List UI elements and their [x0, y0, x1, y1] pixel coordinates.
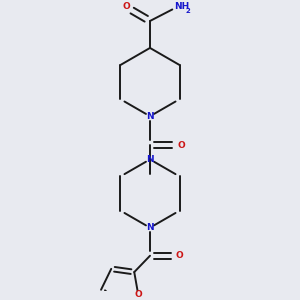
Text: O: O: [176, 251, 184, 260]
Text: N: N: [146, 155, 154, 164]
Text: NH: NH: [174, 2, 189, 11]
Text: O: O: [177, 140, 185, 149]
Text: O: O: [134, 290, 142, 299]
Text: 2: 2: [186, 8, 190, 14]
Text: N: N: [146, 112, 154, 121]
Text: N: N: [146, 223, 154, 232]
Text: O: O: [123, 2, 130, 11]
